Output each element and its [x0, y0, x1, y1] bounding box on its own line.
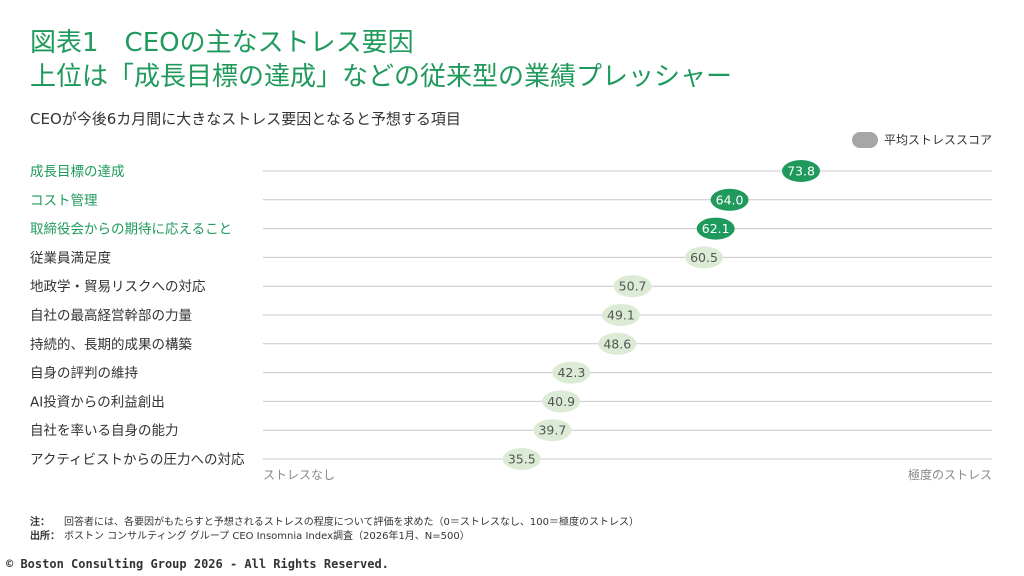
legend-swatch [852, 131, 878, 148]
source-row: 出所： ボストン コンサルティング グループ CEO Insomnia Inde… [30, 530, 639, 544]
category-label: 自社の最高経営幹部の力量 [30, 307, 192, 324]
axis-label-left: ストレスなし [263, 468, 335, 482]
footnotes: 注： 回答者には、各要因がもたらすと予想されるストレスの程度について評価を求めた… [30, 516, 639, 544]
value-bubble [601, 304, 640, 326]
value-bubble [685, 246, 724, 269]
value-label: 50.7 [619, 279, 647, 294]
value-bubble [782, 160, 821, 182]
legend-label: 平均ストレススコア [884, 133, 993, 147]
value-label: 64.0 [716, 192, 744, 207]
category-label: 取締役会からの期待に応えること [30, 221, 232, 238]
value-label: 40.9 [547, 394, 575, 409]
category-label: 成長目標の達成 [30, 164, 125, 180]
note-label: 注： [30, 517, 50, 528]
title-line-2: 上位は「成長目標の達成」などの従来型の業績プレッシャー [30, 62, 733, 92]
value-label: 49.1 [607, 308, 635, 323]
value-bubble [696, 217, 735, 240]
chart-subtitle: CEOが今後6カ月間に大きなストレス要因となると予想する項目 [30, 110, 461, 128]
category-label: コスト管理 [30, 193, 98, 209]
value-label: 39.7 [538, 423, 566, 438]
category-label: 自身の評判の維持 [30, 366, 138, 382]
note-text: 回答者には、各要因がもたらすと予想されるストレスの程度について評価を求めた（0＝… [64, 517, 639, 528]
value-label: 60.5 [690, 250, 718, 265]
value-label: 48.6 [603, 336, 631, 351]
axis-label-right: 極度のストレス [908, 467, 992, 482]
source-text: ボストン コンサルティング グループ CEO Insomnia Index調査（… [64, 531, 470, 542]
value-label: 35.5 [508, 452, 536, 467]
value-bubble [552, 361, 591, 384]
value-bubble [598, 332, 637, 355]
copyright-footer: © Boston Consulting Group 2026 - All Rig… [6, 557, 389, 571]
value-label: 73.8 [787, 164, 815, 179]
source-label: 出所： [30, 531, 60, 542]
title-line-1: 図表1 CEOの主なストレス要因 [30, 28, 414, 58]
value-bubble [613, 275, 652, 298]
value-bubble [710, 188, 749, 211]
value-bubble [542, 390, 581, 413]
page-title: 図表1 CEOの主なストレス要因 上位は「成長目標の達成」などの従来型の業績プレ… [30, 26, 1010, 94]
value-label: 42.3 [557, 365, 585, 380]
category-label: 従業員満足度 [30, 250, 111, 266]
category-label: 自社を率いる自身の能力 [30, 422, 179, 439]
note-row: 注： 回答者には、各要因がもたらすと予想されるストレスの程度について評価を求めた… [30, 516, 639, 530]
value-bubble [533, 419, 572, 442]
value-bubble [502, 448, 541, 470]
category-label: AI投資からの利益創出 [30, 394, 165, 410]
category-label: 持続的、長期的成果の構築 [30, 337, 192, 353]
chart-legend: 平均ストレススコア [852, 131, 992, 148]
value-label: 62.1 [702, 221, 730, 236]
category-label: アクティビストからの圧力への対応 [30, 452, 245, 468]
category-label: 地政学・貿易リスクへの対応 [30, 279, 206, 295]
